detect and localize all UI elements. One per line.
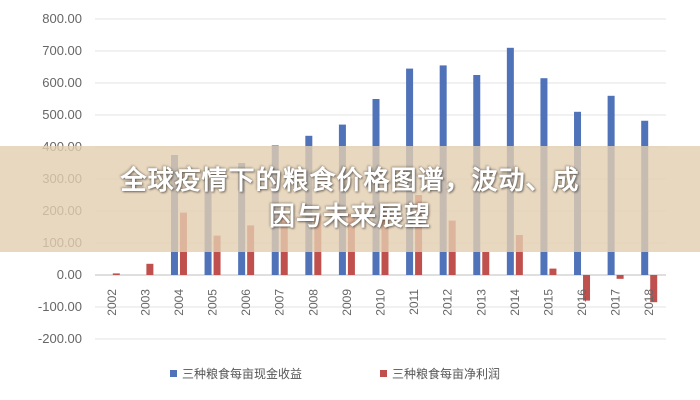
x-axis-ticks: 2002 2003 2004 2005 2006 2007 2008 2009 2010 2011… (105, 289, 656, 316)
x-tick-label-2006: 2006 (239, 289, 253, 316)
x-tick-label-2005: 2005 (206, 289, 220, 316)
x-tick-label-2003: 2003 (138, 289, 152, 316)
legend-item-net-profit-swatch (380, 370, 387, 377)
net-profit-bar-2005 (213, 235, 221, 275)
legend: 三种粮食每亩现金收益 三种粮食每亩净利润 (170, 366, 500, 381)
y-tick-label: 0.00 (57, 267, 82, 282)
y-tick-label: 800.00 (42, 11, 82, 26)
net-profit-bar-2017 (616, 275, 624, 279)
y-tick-label: 600.00 (42, 75, 82, 90)
legend-item-net-profit-label: 三种粮食每亩净利润 (392, 366, 500, 381)
x-tick-label-2004: 2004 (172, 289, 186, 316)
net-profit-bar-2014 (515, 235, 523, 275)
legend-item-cash-income-label: 三种粮食每亩现金收益 (182, 366, 302, 381)
x-tick-label-2018: 2018 (642, 289, 656, 316)
net-profit-bar-2003 (146, 263, 154, 275)
x-tick-label-2015: 2015 (541, 289, 555, 316)
title-overlay-banner: 全球疫情下的粮食价格图谱，波动、成 因与未来展望 (0, 146, 700, 252)
overlay-title-line-1: 全球疫情下的粮食价格图谱，波动、成 (120, 166, 580, 196)
x-tick-label-2009: 2009 (340, 289, 354, 316)
x-tick-label-2014: 2014 (508, 289, 522, 316)
net-profit-bar-2002 (112, 273, 120, 275)
x-tick-label-2017: 2017 (609, 289, 623, 316)
y-tick-label: 700.00 (42, 43, 82, 58)
net-profit-bar-2013 (482, 251, 490, 275)
x-tick-label-2002: 2002 (105, 289, 119, 316)
y-tick-label: -200.00 (38, 331, 82, 346)
net-profit-bar-2016 (583, 275, 591, 301)
net-profit-bar-2018 (650, 275, 658, 303)
x-tick-label-2013: 2013 (474, 289, 488, 316)
x-tick-label-2012: 2012 (441, 289, 455, 316)
y-tick-label: -100.00 (38, 299, 82, 314)
legend-item-cash-income-swatch (170, 370, 177, 377)
x-tick-label-2010: 2010 (374, 289, 388, 316)
x-tick-label-2016: 2016 (575, 289, 589, 316)
x-tick-label-2007: 2007 (273, 289, 287, 316)
x-tick-label-2008: 2008 (306, 289, 320, 316)
x-tick-label-2011: 2011 (407, 289, 421, 315)
y-tick-label: 500.00 (42, 107, 82, 122)
overlay-title-line-2: 因与未来展望 (268, 202, 431, 232)
net-profit-bar-2015 (549, 268, 557, 275)
